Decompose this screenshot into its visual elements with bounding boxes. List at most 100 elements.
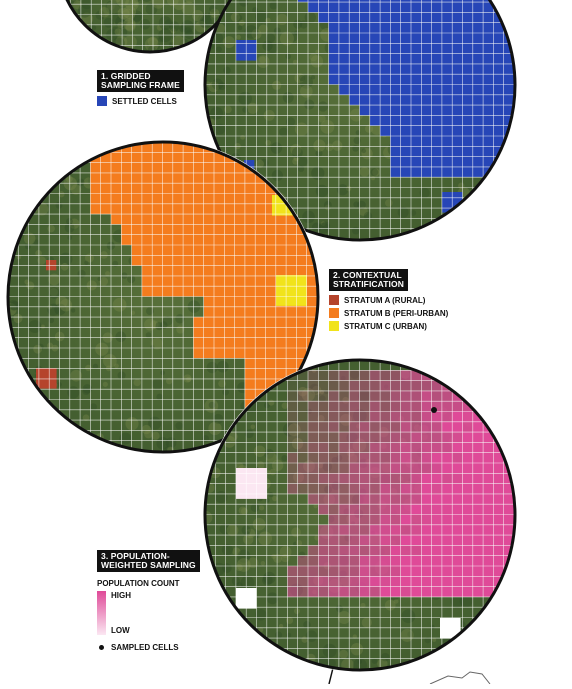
- terrain-patch: [266, 452, 277, 463]
- terrain-patch: [309, 383, 320, 395]
- grid-cell: [214, 162, 225, 173]
- terrain-patch: [232, 547, 241, 556]
- grid-cell: [152, 275, 163, 287]
- grid-cell: [183, 152, 194, 163]
- grid-cell: [244, 203, 256, 215]
- grid-cell: [483, 473, 494, 484]
- grid-cell: [503, 545, 514, 556]
- grid-cell: [203, 172, 214, 184]
- grid-cell: [503, 12, 514, 23]
- grid-cell: [255, 275, 266, 287]
- grid-cell: [462, 421, 473, 433]
- grid-cell: [287, 576, 298, 587]
- grid-cell: [286, 255, 297, 266]
- grid-cell: [400, 545, 411, 556]
- grid-cell: [338, 514, 350, 525]
- grid-cell: [193, 265, 204, 276]
- grid-cell: [380, 115, 391, 126]
- grid-cell: [275, 368, 287, 379]
- grid-cell: [265, 306, 276, 318]
- grid-cell: [349, 432, 360, 443]
- grid-cell: [421, 33, 432, 44]
- grid-cell: [172, 183, 184, 194]
- grid-cell: [203, 224, 214, 235]
- grid-cell: [514, 576, 515, 587]
- grid-cell: [483, 390, 494, 402]
- grid-cell: [308, 0, 319, 3]
- grid-cell: [472, 94, 484, 106]
- grid-cell: [131, 172, 142, 184]
- terrain-patch: [105, 0, 120, 14]
- grid-cell: [421, 514, 432, 525]
- grid-cell: [214, 193, 225, 204]
- terrain-patch: [218, 82, 226, 91]
- grid-cell: [183, 255, 194, 266]
- terrain-patch: [48, 273, 61, 286]
- grid-cell: [297, 390, 308, 402]
- grid-cell: [90, 183, 101, 194]
- grid-cell: [111, 214, 122, 225]
- grid-cell: [503, 84, 514, 95]
- terrain-patch: [215, 46, 222, 53]
- terrain-patch: [205, 81, 211, 87]
- grid-cell: [318, 566, 329, 577]
- grid-cell: [452, 586, 463, 597]
- grid-cell: [493, 524, 504, 536]
- grid-cell: [224, 234, 235, 245]
- grid-cell: [328, 421, 339, 433]
- grid-cell: [338, 12, 350, 23]
- grid-cell: [203, 152, 214, 163]
- grid-cell: [359, 545, 370, 556]
- grid-cell: [296, 255, 307, 266]
- grid-cell: [349, 545, 360, 556]
- grid-cell: [224, 337, 235, 348]
- grid-cell: [400, 576, 411, 587]
- grid-cell: [441, 166, 453, 178]
- terrain-patch: [219, 523, 231, 535]
- grid-cell: [152, 224, 163, 235]
- grid-cell: [483, 146, 494, 157]
- grid-cell: [349, 390, 360, 402]
- grid-cell: [483, 22, 494, 33]
- grid-cell: [369, 411, 381, 422]
- grid-cell: [452, 545, 463, 556]
- grid-cell: [318, 442, 329, 453]
- terrain-patch: [59, 298, 73, 312]
- grid-cell: [46, 260, 57, 271]
- grid-cell: [203, 327, 214, 338]
- grid-cell: [338, 504, 350, 515]
- grid-cell: [400, 156, 411, 167]
- grid-cell: [369, 2, 381, 13]
- grid-cell: [224, 306, 235, 318]
- grid-cell: [441, 2, 453, 13]
- grid-cell: [328, 576, 339, 587]
- terrain-patch: [37, 256, 46, 265]
- grid-cell: [493, 0, 504, 3]
- grid-cell: [275, 255, 287, 266]
- grid-cell: [297, 555, 308, 566]
- grid-cell: [400, 115, 411, 126]
- grid-cell: [441, 105, 453, 116]
- grid-cell: [452, 74, 463, 85]
- terrain-patch: [266, 470, 271, 475]
- grid-cell: [172, 162, 184, 173]
- terrain-patch: [397, 206, 409, 218]
- grid-cell: [193, 193, 204, 204]
- grid-cell: [493, 493, 504, 505]
- grid-cell: [493, 555, 504, 566]
- grid-cell: [172, 152, 184, 163]
- grid-cell: [244, 234, 256, 245]
- grid-cell: [152, 183, 163, 194]
- grid-cell: [400, 524, 411, 536]
- grid-cell: [462, 545, 473, 556]
- terrain-patch: [358, 206, 368, 216]
- grid-cell: [380, 105, 391, 116]
- terrain-patch: [151, 0, 166, 9]
- grid-cell: [349, 493, 360, 505]
- terrain-patch: [133, 0, 142, 2]
- terrain-patch: [240, 507, 248, 515]
- grid-cell: [452, 442, 463, 453]
- terrain-patch: [265, 139, 271, 146]
- terrain-patch: [317, 101, 329, 112]
- grid-cell: [214, 224, 225, 235]
